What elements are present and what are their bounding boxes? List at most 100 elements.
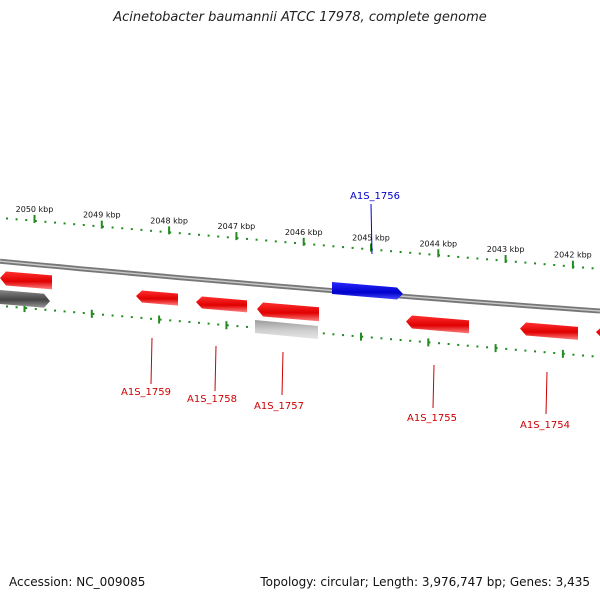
outer-ring-dot: [25, 219, 28, 222]
gene-A1S_1756[interactable]: [332, 282, 403, 300]
outer-ring-dot: [486, 258, 488, 261]
outer-ring-dot: [457, 255, 460, 258]
major-tick: [302, 237, 305, 246]
inner-ring-dot: [130, 316, 133, 319]
inner-ring-dot: [418, 340, 421, 343]
gene-leader-line: [150, 337, 153, 385]
inner-ring-dot: [476, 345, 479, 348]
gene-A1S_1755[interactable]: [406, 315, 469, 334]
inner-major-tick: [90, 309, 93, 318]
gene-label[interactable]: A1S_1756: [350, 191, 400, 202]
outer-ring-dot: [130, 228, 133, 231]
outer-ring-dot: [188, 233, 191, 235]
tick-label: 2044 kbp: [419, 239, 457, 248]
inner-ring-dot: [92, 312, 95, 315]
gene-label[interactable]: A1S_1755: [407, 413, 457, 424]
gene-right-edge[interactable]: [596, 327, 600, 340]
inner-ring-dot: [582, 354, 584, 357]
tick-label: 2048 kbp: [150, 216, 188, 225]
inner-ring-dot: [486, 346, 488, 349]
accession-label: Accession: NC_009085: [9, 575, 146, 589]
outer-ring-dot: [582, 266, 584, 269]
outer-ring-dot: [121, 227, 124, 230]
gene-A1S_1759[interactable]: [136, 290, 178, 306]
gene-pseudo-gray[interactable]: [255, 320, 318, 339]
gene-dark-left[interactable]: [0, 290, 50, 308]
outer-ring-dot: [54, 221, 56, 224]
outer-ring-dot: [82, 224, 85, 226]
gene-A1S_1758[interactable]: [196, 296, 247, 313]
inner-ring-dot: [524, 349, 527, 352]
inner-ring-dot: [380, 337, 383, 340]
inner-ring-dot: [390, 338, 392, 341]
tick-label: 2042 kbp: [554, 251, 592, 260]
major-tick: [571, 260, 574, 269]
inner-ring-dot: [322, 332, 325, 335]
outer-ring-dot: [198, 233, 200, 236]
outer-ring-dot: [265, 239, 268, 242]
inner-ring-dot: [15, 306, 18, 309]
gene-A1S_1754[interactable]: [520, 322, 578, 340]
outer-ring-dot: [390, 250, 392, 253]
inner-ring-dot: [159, 318, 162, 321]
inner-ring-dot: [82, 312, 85, 314]
outer-ring-dot: [428, 253, 431, 256]
gene-label[interactable]: A1S_1758: [187, 394, 237, 405]
outer-ring-dot: [322, 244, 325, 247]
inner-major-tick: [561, 349, 564, 358]
outer-ring-dot: [111, 226, 114, 229]
inner-ring-dot: [6, 305, 8, 308]
inner-ring-dot: [342, 334, 344, 337]
inner-ring-dot: [514, 348, 517, 351]
outer-ring-dot: [73, 223, 76, 226]
inner-ring-dot: [207, 322, 210, 325]
gene-label[interactable]: A1S_1759: [121, 387, 171, 398]
outer-ring-dot: [447, 255, 450, 257]
gene-leader-line: [432, 364, 435, 409]
outer-ring-dot: [150, 229, 152, 232]
inner-ring-dot: [63, 310, 66, 313]
inner-ring-dot: [466, 344, 469, 347]
tick-label: 2047 kbp: [218, 222, 256, 231]
outer-ring-dot: [6, 217, 8, 220]
outer-ring-dot: [524, 261, 527, 264]
inner-ring-dot: [169, 319, 172, 322]
gene-label[interactable]: A1S_1757: [254, 401, 304, 412]
outer-ring-dot: [418, 252, 421, 255]
inner-ring-dot: [188, 321, 191, 323]
gene-leader-line: [370, 203, 373, 255]
outer-ring-dot: [514, 260, 517, 263]
inner-ring-dot: [217, 323, 220, 326]
outer-ring-dot: [313, 243, 316, 246]
outer-ring-dot: [342, 246, 344, 249]
inner-ring-dot: [361, 335, 364, 338]
inner-ring-dot: [370, 336, 373, 339]
outer-ring-dot: [591, 267, 594, 270]
inner-ring-dot: [140, 316, 143, 319]
inner-major-tick: [23, 304, 26, 313]
inner-ring-dot: [591, 355, 594, 358]
outer-ring-dot: [159, 230, 162, 233]
outer-ring-dot: [553, 264, 556, 266]
inner-ring-dot: [399, 339, 402, 341]
gene-label[interactable]: A1S_1754: [520, 420, 570, 431]
outer-ring-dot: [294, 242, 296, 244]
outer-ring-dot: [274, 240, 277, 243]
major-tick: [370, 243, 372, 252]
major-tick: [504, 254, 507, 263]
gene-leader-line: [545, 371, 548, 415]
gene-A1S_1757[interactable]: [257, 302, 319, 322]
gene-left-edge[interactable]: [0, 271, 52, 290]
outer-ring-dot: [169, 231, 172, 234]
outer-ring-dot: [409, 251, 412, 254]
inner-ring-dot: [332, 333, 335, 336]
gene-leader-line: [214, 345, 217, 392]
outer-ring-dot: [15, 218, 18, 221]
inner-ring-dot: [447, 343, 450, 345]
inner-major-tick: [225, 321, 228, 330]
outer-ring-dot: [217, 235, 220, 238]
inner-ring-dot: [543, 351, 546, 354]
inner-ring-dot: [534, 350, 536, 353]
outer-ring-dot: [226, 236, 229, 239]
